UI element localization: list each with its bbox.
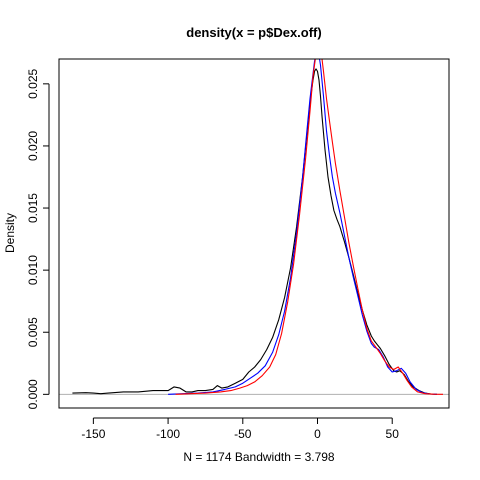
x-axis-label: N = 1174 Bandwidth = 3.798 [183, 450, 335, 464]
plot-frame [58, 58, 450, 409]
y-tick-label: 0.005 [26, 317, 40, 347]
series-layer [72, 59, 444, 395]
density-line-red [175, 59, 444, 395]
density-line-blue [168, 59, 438, 395]
density-line-black [72, 68, 438, 395]
y-axis: 0.000 0.005 0.010 0.015 0.020 0.025 [26, 69, 50, 409]
x-tick-label: -150 [81, 427, 105, 441]
x-tick-label: -100 [156, 427, 180, 441]
y-tick-label: 0.025 [26, 69, 40, 99]
y-axis-label: Density [3, 213, 17, 253]
chart-title: density(x = p$Dex.off) [186, 25, 321, 40]
x-tick-label: -50 [234, 427, 252, 441]
x-axis: -150 -100 -50 0 50 [81, 417, 400, 441]
y-tick-label: 0.000 [26, 379, 40, 409]
x-tick-label: 50 [386, 427, 400, 441]
y-tick-label: 0.020 [26, 131, 40, 161]
y-tick-label: 0.010 [26, 255, 40, 285]
x-tick-label: 0 [314, 427, 321, 441]
y-tick-label: 0.015 [26, 193, 40, 223]
